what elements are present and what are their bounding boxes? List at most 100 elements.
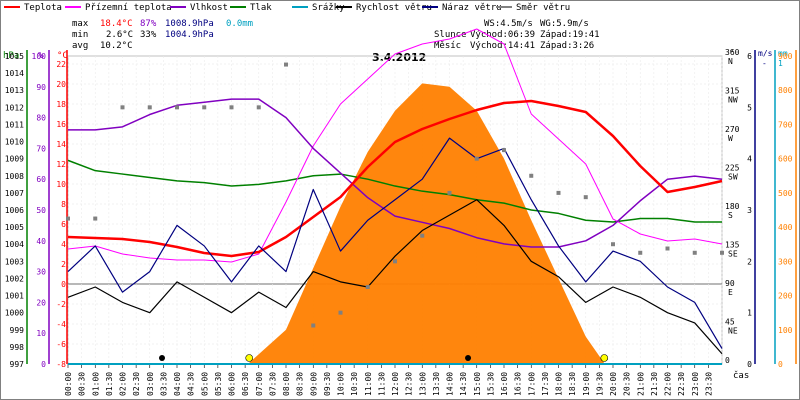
- tick-ms: 0: [747, 360, 752, 369]
- axis-pct-title: %: [38, 51, 44, 61]
- tick-time: 20:00: [609, 372, 618, 396]
- tick-temp: -8: [56, 360, 66, 369]
- wind-dir-point: [502, 148, 506, 153]
- tick-pct: 40: [36, 237, 46, 246]
- tick-dir-label: S: [728, 211, 733, 220]
- tick-time: 01:00: [91, 372, 100, 396]
- tick-wm2: 700: [778, 120, 793, 129]
- wind-dir-point: [556, 190, 561, 195]
- tick-hpa: 1005: [5, 223, 24, 232]
- stats-min-label: min: [72, 30, 88, 40]
- tick-temp: -2: [56, 300, 66, 309]
- tick-wm2: 0: [778, 360, 783, 369]
- stats-min-temp: 2.6°C: [106, 30, 133, 40]
- sun-moon-block: WS:4.5m/s WG:5.9m/s Slunce Východ:06:39 …: [434, 19, 600, 51]
- legend: Teplota Přízemní teplota Vlhkost Tlak Srážky…: [4, 3, 570, 13]
- wind-dir-point: [393, 259, 397, 264]
- tick-time: 08:00: [282, 372, 291, 396]
- tick-hpa: 1014: [5, 69, 24, 78]
- wind-dir-point: [338, 310, 343, 315]
- tick-temp: 2: [61, 260, 66, 269]
- axis-temp-title: °C: [57, 51, 68, 61]
- tick-pct: 0: [41, 360, 46, 369]
- tick-time: 17:00: [527, 372, 536, 396]
- series-rychlost-větru: [67, 199, 723, 355]
- tick-time: 14:00: [446, 372, 455, 396]
- wind-dir-point: [311, 323, 316, 328]
- tick-temp: -4: [56, 320, 66, 329]
- tick-temp: 22: [56, 60, 66, 69]
- tick-time: 05:00: [200, 372, 209, 396]
- tick-time: 20:30: [623, 372, 632, 396]
- wind-dir-point: [229, 105, 234, 110]
- series-teplota: [67, 99, 723, 258]
- tick-time: 15:30: [486, 372, 495, 396]
- axis-ms-title: m/s: [758, 49, 773, 58]
- tick-temp: 10: [56, 180, 66, 189]
- tick-wm2: 900: [778, 52, 793, 61]
- axis-time-title: čas: [733, 370, 749, 381]
- tick-temp: 18: [56, 100, 66, 109]
- tick-hpa: 1002: [5, 274, 24, 283]
- tick-mm: 1: [778, 59, 783, 68]
- tick-hpa: 1007: [5, 189, 24, 198]
- tick-hpa: 1004: [5, 240, 24, 249]
- tick-temp: 12: [56, 160, 66, 169]
- tick-dir: 180: [725, 202, 740, 211]
- tick-time: 21:00: [636, 372, 645, 396]
- axes: hPa% °C1015101410131012101110101009100810…: [3, 48, 797, 396]
- tick-pct: 20: [36, 298, 46, 307]
- tick-pct: 50: [36, 206, 46, 215]
- wind-dir-point: [447, 190, 452, 195]
- tick-pct: 10: [36, 329, 46, 338]
- wind-dir-point: [66, 216, 70, 221]
- tick-ms: 6: [747, 52, 752, 61]
- tick-time: 02:30: [132, 372, 141, 396]
- tick-hpa: 1008: [5, 172, 24, 181]
- tick-temp: 6: [61, 220, 66, 229]
- tick-hpa: 1013: [5, 86, 24, 95]
- tick-time: 23:00: [691, 372, 700, 396]
- tick-time: 03:00: [146, 372, 155, 396]
- legend-label-4: Srážky: [312, 3, 345, 13]
- tick-time: 18:30: [568, 372, 577, 396]
- moon-label: Měsíc: [434, 41, 461, 51]
- tick-time: 03:30: [159, 372, 168, 396]
- wind-dir-point: [147, 105, 152, 110]
- tick-wm2: 300: [778, 257, 793, 266]
- tick-time: 19:00: [582, 372, 591, 396]
- tick-ms: 3: [747, 206, 752, 215]
- tick-time: 18:00: [555, 372, 564, 396]
- tick-time: 04:30: [187, 372, 196, 396]
- wind-dir-point: [256, 105, 261, 110]
- tick-time: 10:30: [350, 372, 359, 396]
- tick-pct: 80: [36, 114, 46, 123]
- stats-avg-temp: 10.2°C: [100, 41, 133, 51]
- stats-max-press: 1008.9hPa: [165, 19, 214, 29]
- tick-dir: 0: [725, 356, 730, 365]
- tick-time: 19:30: [595, 372, 604, 396]
- axis-hpa-title: hPa: [3, 51, 19, 61]
- tick-time: 05:30: [214, 372, 223, 396]
- wind-dir-point: [365, 285, 370, 289]
- tick-wm2: 800: [778, 86, 793, 95]
- moon-set: Západ:3:26: [540, 41, 594, 51]
- wind-dir-point: [175, 105, 179, 110]
- series-tlak: [67, 159, 722, 223]
- tick-pct: 100: [32, 52, 47, 61]
- tick-time: 22:30: [677, 372, 686, 396]
- tick-time: 23:30: [704, 372, 713, 396]
- tick-dir-label: NW: [728, 96, 738, 105]
- sun-label: Slunce: [434, 30, 467, 40]
- stats-max-temp: 18.4°C: [100, 19, 133, 29]
- tick-hpa: 1001: [5, 292, 24, 301]
- moon-rise: Východ:14:41: [470, 41, 535, 51]
- tick-hpa: 1003: [5, 257, 24, 266]
- wind-dir-point: [611, 242, 615, 247]
- tick-pct: 60: [36, 175, 46, 184]
- tick-hpa: 1012: [5, 103, 24, 112]
- tick-dir: 270: [725, 125, 740, 134]
- wind-dir-point: [692, 250, 697, 255]
- plot-area: [66, 28, 724, 365]
- stats-avg-label: avg: [72, 41, 88, 51]
